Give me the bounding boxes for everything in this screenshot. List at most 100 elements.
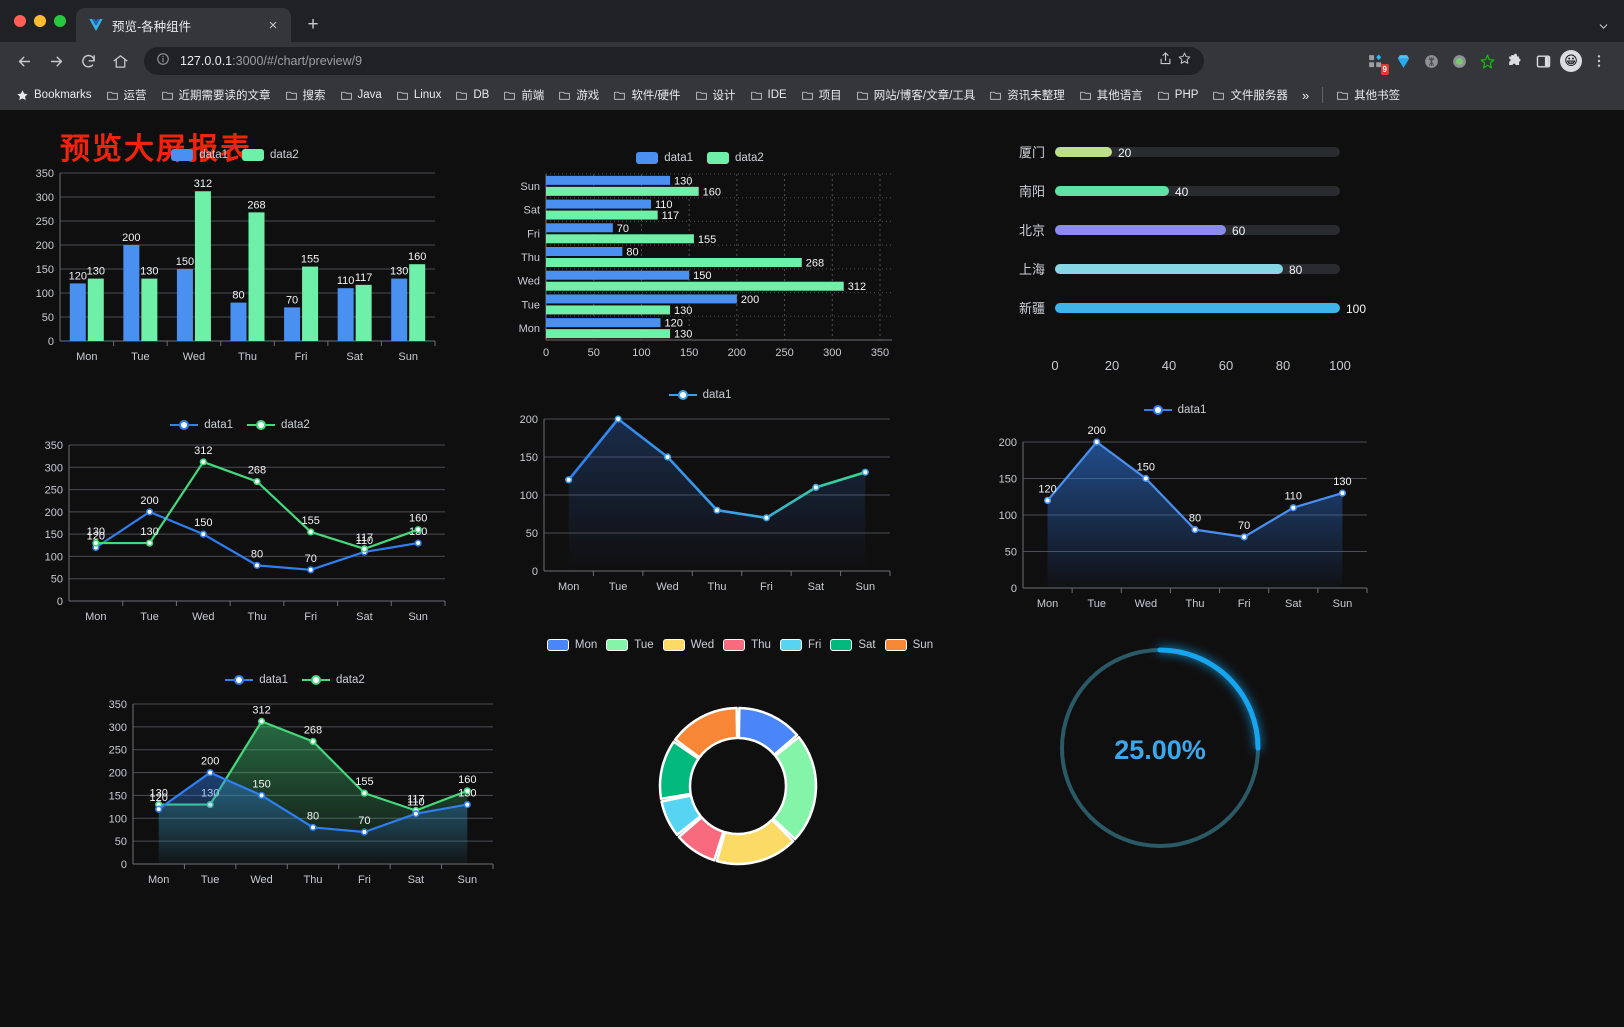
bookmark-folder[interactable]: 项目	[795, 84, 848, 106]
share-icon[interactable]	[1158, 51, 1173, 71]
svg-text:100: 100	[109, 813, 127, 825]
svg-text:50: 50	[526, 528, 538, 540]
home-icon[interactable]	[106, 47, 134, 75]
bookmark-folder[interactable]: 近期需要读的文章	[155, 84, 277, 106]
chart-bar-horizontal[interactable]: data1 data2 130 160 110 117 70 155 80 268 150 312…	[500, 148, 900, 408]
svg-text:Mon: Mon	[519, 323, 540, 335]
chart-donut[interactable]: Mon Tue Wed Thu Fri Sat Sun	[530, 635, 950, 935]
profile-avatar[interactable]: 😀	[1560, 50, 1582, 72]
legend-item-tue[interactable]: Tue	[606, 639, 654, 651]
legend-item-wed[interactable]: Wed	[662, 639, 715, 651]
bookmark-folder[interactable]: 软件/硬件	[607, 84, 686, 106]
bookmark-folder[interactable]: 搜索	[279, 84, 332, 106]
browser-tab[interactable]: 预览-各种组件 ×	[76, 8, 291, 42]
reload-icon[interactable]	[74, 47, 102, 75]
svg-text:250: 250	[45, 485, 63, 497]
browser-toolbar: 127.0.0.1:3000/#/chart/preview/9 9	[0, 42, 1624, 80]
info-circle-icon[interactable]	[156, 52, 170, 71]
legend-line-icon	[225, 675, 254, 685]
legend-item-data2[interactable]: data2	[707, 152, 764, 164]
bookmarks-overflow-button[interactable]: »	[1301, 87, 1310, 103]
chart-gauge[interactable]: 25.00%	[1035, 620, 1285, 880]
bookmark-folder[interactable]: Linux	[390, 86, 448, 105]
chart-area-double[interactable]: data1 data2 0 50 100 150 200 250 300 350 130 130…	[85, 670, 505, 930]
legend-item-sun[interactable]: Sun	[884, 639, 934, 651]
svg-text:150: 150	[693, 270, 711, 282]
chart-bar-vertical[interactable]: data1 data2 0 50 100 150 200 250 300 350 120 130…	[20, 145, 450, 405]
window-controls[interactable]	[12, 0, 76, 42]
chart-area-single[interactable]: data1 0 50 100 150 200 120 200 150 80 70 110 130 M…	[975, 400, 1375, 650]
three-dot-menu-icon[interactable]	[1586, 48, 1612, 74]
svg-text:200: 200	[36, 240, 54, 252]
bookmark-folder[interactable]: 游戏	[552, 84, 605, 106]
legend-item-fri[interactable]: Fri	[779, 639, 821, 651]
close-tab-button[interactable]: ×	[268, 16, 278, 34]
bookmark-folder[interactable]: 前端	[497, 84, 550, 106]
new-tab-button[interactable]: +	[307, 14, 319, 35]
legend-label: Sun	[912, 639, 934, 651]
legend-item-data2[interactable]: data2	[242, 149, 299, 161]
svg-text:Thu: Thu	[304, 874, 323, 886]
bookmark-folder[interactable]: 其他语言	[1073, 84, 1149, 106]
svg-text:Mon: Mon	[76, 351, 97, 363]
legend-item-data1[interactable]: data1	[171, 149, 228, 161]
svg-text:100: 100	[45, 551, 63, 563]
maximize-window-button[interactable]	[54, 15, 66, 27]
folder-icon	[558, 89, 571, 102]
legend-item-data2[interactable]: data2	[247, 419, 310, 431]
folder-icon	[1336, 89, 1349, 102]
svg-text:312: 312	[848, 281, 866, 293]
close-window-button[interactable]	[14, 15, 26, 27]
bookmark-folder[interactable]: 资讯未整理	[983, 84, 1071, 106]
bookmark-label: 软件/硬件	[631, 90, 681, 102]
bookmark-label: PHP	[1174, 89, 1199, 101]
folder-icon	[1079, 89, 1092, 102]
folder-icon	[106, 89, 119, 102]
svg-text:0: 0	[532, 566, 538, 578]
bookmark-folder[interactable]: IDE	[744, 86, 793, 105]
legend-item-sat[interactable]: Sat	[830, 639, 876, 651]
avatar[interactable]: 😀	[1558, 48, 1584, 74]
chart-line-basic[interactable]: data1 data2 0 50 100 150 200 250 300 350 120 200…	[25, 415, 455, 665]
svg-text:70: 70	[1238, 520, 1250, 532]
address-bar[interactable]: 127.0.0.1:3000/#/chart/preview/9	[144, 47, 1204, 75]
legend-label: Wed	[690, 639, 715, 651]
legend-item-data1[interactable]: data1	[170, 419, 233, 431]
circle-green-icon[interactable]	[1446, 48, 1472, 74]
bookmark-label: IDE	[767, 89, 787, 101]
bookmark-folder[interactable]: 设计	[689, 84, 742, 106]
diamond-icon[interactable]	[1390, 48, 1416, 74]
back-arrow-icon[interactable]	[10, 47, 38, 75]
chart-progress-bars[interactable]: 20 40 60 80 100 厦门 南阳 北京 上海 新疆 0 20 40 60 80 100	[985, 140, 1385, 420]
octopus-icon[interactable]	[1418, 48, 1444, 74]
puzzle-icon[interactable]	[1502, 48, 1528, 74]
minimize-window-button[interactable]	[34, 15, 46, 27]
sidepanel-icon[interactable]	[1530, 48, 1556, 74]
bookmark-folder[interactable]: Java	[334, 86, 388, 105]
legend-item-data1[interactable]: data1	[668, 389, 731, 401]
bookmark-folder[interactable]: 运营	[100, 84, 153, 106]
bookmark-label: 游戏	[576, 90, 600, 102]
bookmarks-root[interactable]: Bookmarks	[10, 86, 98, 105]
chart-line-smooth[interactable]: data1 0 50 100 150 200 Mon Tue Wed Thu Fri Sat Sun	[500, 385, 900, 635]
bookmark-folder[interactable]: 文件服务器	[1206, 84, 1294, 106]
legend-label: data2	[270, 149, 299, 161]
legend-item-data1[interactable]: data1	[636, 152, 693, 164]
extension-grid-icon[interactable]: 9	[1362, 48, 1389, 75]
legend-item-data1[interactable]: data1	[225, 674, 288, 686]
bookmark-folder[interactable]: PHP	[1151, 86, 1205, 105]
svg-text:110: 110	[655, 199, 673, 211]
legend-item-mon[interactable]: Mon	[546, 639, 597, 651]
bookmark-folder[interactable]: 网站/博客/文章/工具	[850, 84, 982, 106]
other-bookmarks-folder[interactable]: 其他书签	[1330, 84, 1406, 106]
tabstrip-chevron-down-icon[interactable]	[1597, 20, 1624, 42]
svg-text:155: 155	[301, 254, 319, 266]
legend-item-data1[interactable]: data1	[1143, 404, 1206, 416]
star-green-icon[interactable]	[1474, 48, 1500, 74]
star-outline-icon[interactable]	[1177, 51, 1192, 71]
legend-item-data2[interactable]: data2	[302, 674, 365, 686]
svg-text:150: 150	[252, 778, 270, 790]
bookmark-folder[interactable]: DB	[449, 86, 495, 105]
forward-arrow-icon[interactable]	[42, 47, 70, 75]
legend-item-thu[interactable]: Thu	[723, 639, 771, 651]
